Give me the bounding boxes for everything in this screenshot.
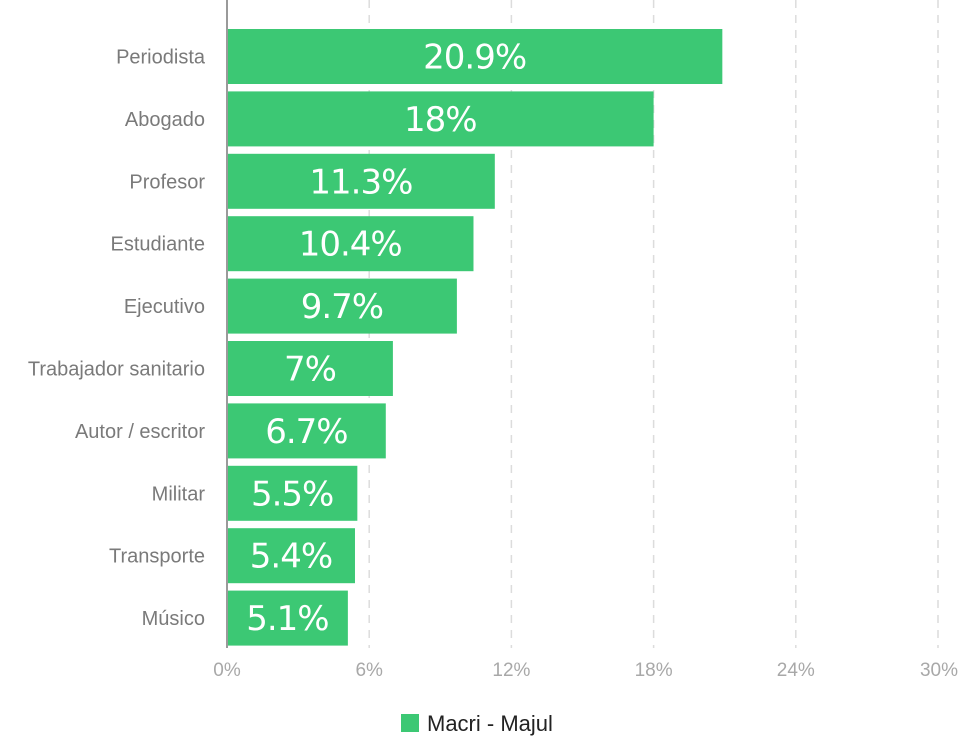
- category-label: Trabajador sanitario: [28, 359, 205, 381]
- bar-value-label: 5.4%: [250, 537, 332, 577]
- category-label: Abogado: [125, 109, 205, 131]
- legend-swatch: [401, 714, 419, 732]
- category-label: Estudiante: [110, 234, 205, 256]
- bar-value-label: 9.7%: [301, 287, 383, 327]
- x-tick-label: 12%: [492, 660, 530, 681]
- bar[interactable]: [227, 29, 723, 84]
- legend-label: Macri - Majul: [427, 711, 553, 736]
- category-label: Autor / escritor: [75, 421, 205, 443]
- bar[interactable]: [227, 528, 355, 584]
- x-tick-label: 30%: [920, 660, 958, 681]
- category-label: Profesor: [129, 171, 205, 193]
- bar[interactable]: [227, 153, 495, 209]
- bar-value-label: 11.3%: [309, 162, 412, 202]
- bar[interactable]: [227, 403, 386, 459]
- bars: 20.9% 18% 11.3% 10.4% 9.7% 7% 6.7% 5.5% 5.4% 5.1%: [227, 29, 723, 646]
- bar-value-label: 5.5%: [251, 474, 333, 514]
- bar[interactable]: [227, 278, 457, 334]
- category-label: Periodista: [116, 47, 206, 69]
- category-label: Transporte: [109, 546, 205, 568]
- category-label: Ejecutivo: [124, 296, 205, 318]
- x-axis-ticks: 0% 6% 12% 18% 24% 30%: [213, 660, 958, 681]
- bar-value-label: 7%: [284, 350, 336, 390]
- bar[interactable]: [227, 91, 654, 147]
- bar-value-label: 10.4%: [299, 225, 402, 265]
- bar-value-label: 5.1%: [246, 599, 328, 639]
- bar[interactable]: [227, 465, 358, 521]
- bar[interactable]: [227, 590, 348, 646]
- bar-value-label: 18%: [404, 100, 477, 140]
- bar[interactable]: [227, 216, 474, 272]
- category-label: Músico: [142, 608, 205, 630]
- x-tick-label: 6%: [355, 660, 383, 681]
- bar-value-label: 20.9%: [423, 38, 526, 78]
- x-tick-label: 0%: [213, 660, 241, 681]
- category-labels: Periodista Abogado Profesor Estudiante Ejecu…: [28, 47, 206, 631]
- x-tick-label: 18%: [635, 660, 673, 681]
- x-tick-label: 24%: [777, 660, 815, 681]
- bar[interactable]: [227, 341, 393, 396]
- category-label: Militar: [152, 483, 206, 505]
- legend[interactable]: Macri - Majul: [401, 711, 553, 736]
- bar-value-label: 6.7%: [265, 412, 347, 452]
